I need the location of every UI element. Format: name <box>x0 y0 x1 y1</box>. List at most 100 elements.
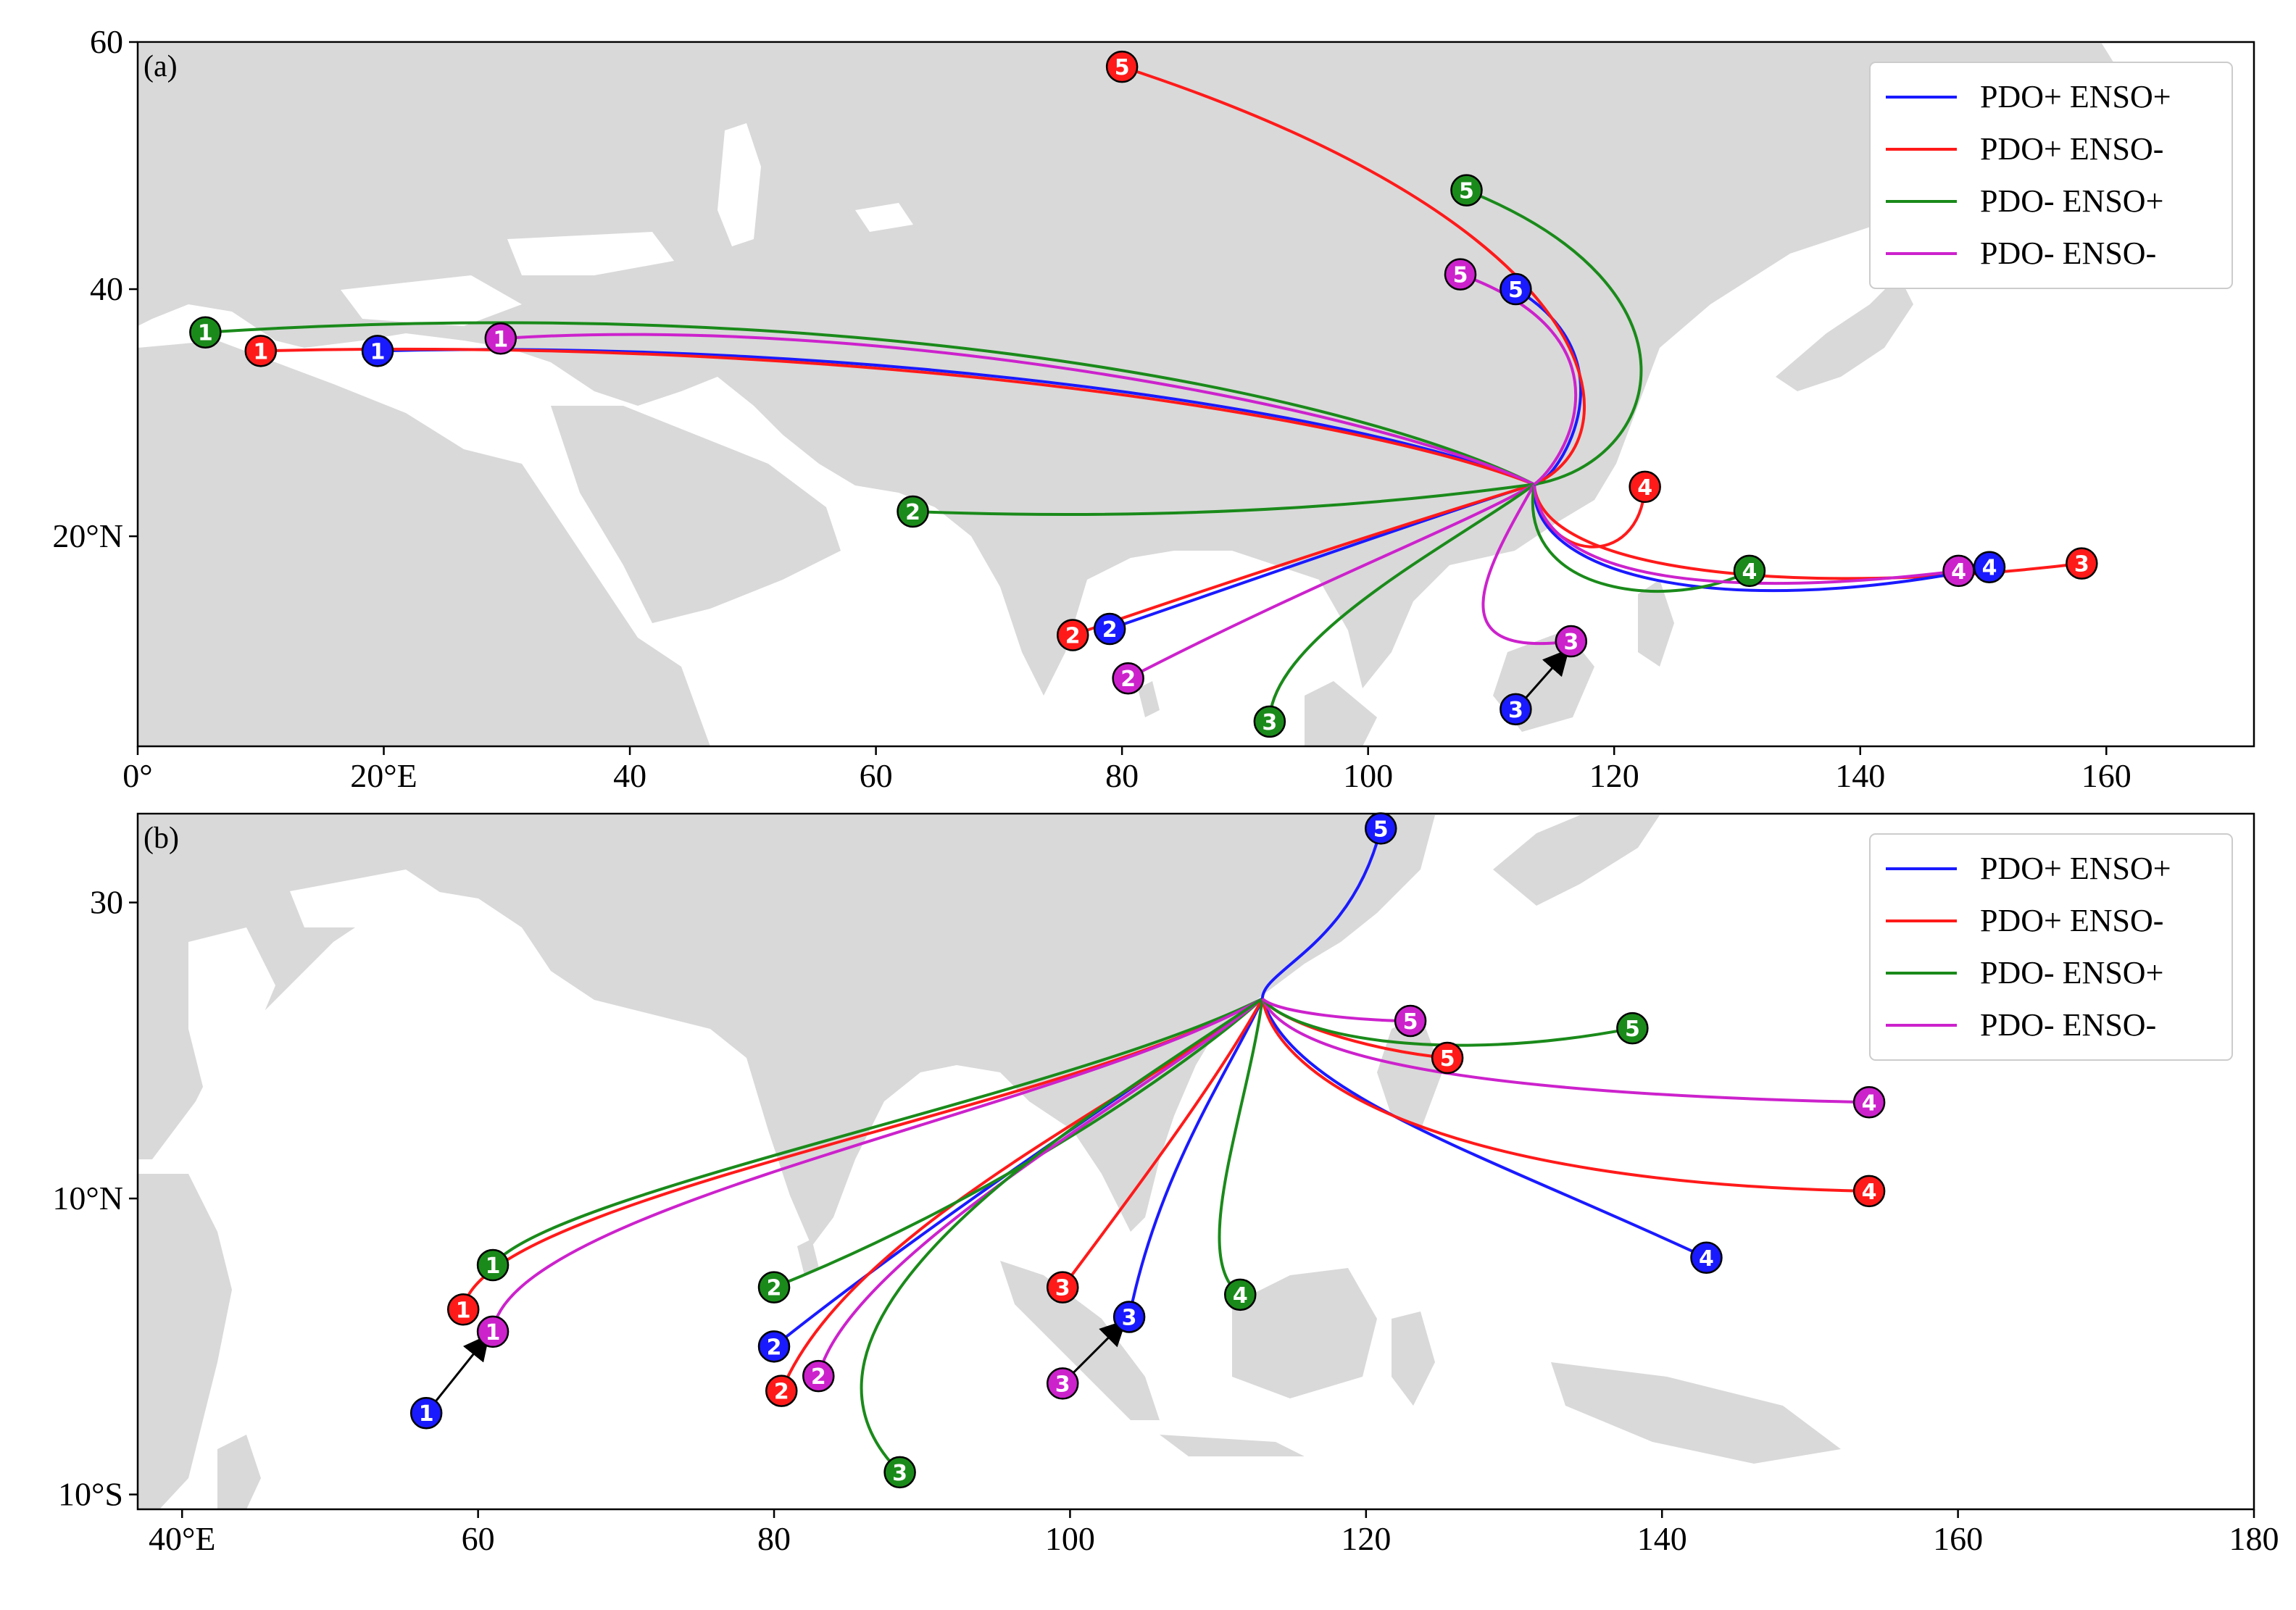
marker-circle <box>1500 693 1532 726</box>
x-tick-label: 160 <box>1933 1520 1983 1557</box>
marker-circle <box>361 335 394 367</box>
x-tick-label: 140 <box>1835 757 1885 794</box>
marker-number: 3 <box>1055 1372 1070 1397</box>
legend-entry: PDO- ENSO- <box>1886 235 2156 271</box>
panel-b-label: (b) <box>144 822 179 855</box>
marker-number: 4 <box>1982 556 1997 581</box>
marker-circle <box>757 1271 791 1304</box>
marker-number: 3 <box>1508 698 1523 723</box>
track-endpoint-marker: 5 <box>1500 272 1532 306</box>
marker-circle <box>1105 50 1139 83</box>
marker-circle <box>476 1248 509 1282</box>
x-tick-label: 120 <box>1589 757 1639 794</box>
track-endpoint-marker: 5 <box>1394 1004 1427 1038</box>
track-endpoint-marker: 1 <box>361 335 394 367</box>
panel-b-axes: 40°E 60 80 100 120 140 160 180 10°S 10°N 30 <box>52 884 2279 1557</box>
marker-number: 1 <box>419 1401 434 1427</box>
track-line <box>1268 483 1536 722</box>
track-endpoint-marker: 3 <box>1112 1301 1146 1333</box>
track-endpoint-marker: 3 <box>2066 547 2098 580</box>
marker-number: 2 <box>1120 667 1136 692</box>
marker-circle <box>765 1375 798 1407</box>
track-line <box>1531 484 1750 593</box>
y-tick-label: 10°N <box>52 1180 123 1217</box>
x-tick-label: 180 <box>2229 1520 2279 1557</box>
panel-b-land <box>138 815 1841 1509</box>
y-tick-label: 20°N <box>52 517 123 554</box>
x-tick-label: 60 <box>462 1520 495 1557</box>
marker-number: 5 <box>1373 817 1389 842</box>
track-endpoint-marker: 3 <box>1555 625 1588 658</box>
track-endpoint-marker: 1 <box>476 1248 509 1282</box>
marker-circle <box>1112 662 1144 695</box>
panel-a-legend: PDO+ ENSO+ PDO+ ENSO- PDO- ENSO+ PDO- ENSO- <box>1869 62 2233 289</box>
track-line <box>1260 998 1708 1259</box>
panel-b-legend: PDO+ ENSO+ PDO+ ENSO- PDO- ENSO+ PDO- ENSO- <box>1869 833 2233 1061</box>
marker-number: 1 <box>486 1254 501 1279</box>
legend-label: PDO- ENSO+ <box>1980 183 2163 219</box>
track-line <box>1465 188 1643 486</box>
track-endpoint-marker: 2 <box>1093 612 1126 646</box>
marker-circle <box>1093 612 1126 646</box>
track-endpoint-marker: 4 <box>1224 1278 1257 1311</box>
x-tick-label: 80 <box>1105 757 1139 794</box>
track-endpoint-marker: 3 <box>1046 1271 1079 1304</box>
marker-number: 1 <box>456 1298 471 1323</box>
marker-circle <box>244 335 278 367</box>
marker-circle <box>1224 1278 1257 1311</box>
marker-number: 4 <box>1742 559 1758 585</box>
x-tick-label: 80 <box>757 1520 791 1557</box>
track-endpoint-marker: 4 <box>1629 470 1661 504</box>
track-line <box>1260 998 1870 1193</box>
track-endpoint-marker: 5 <box>1105 50 1139 83</box>
track-line <box>491 997 1263 1267</box>
track-line <box>377 348 1535 486</box>
x-tick-label: 160 <box>2081 757 2131 794</box>
legend-label: PDO+ ENSO- <box>1980 131 2163 167</box>
track-endpoint-marker: 1 <box>189 316 222 349</box>
track-endpoint-marker: 4 <box>1690 1241 1723 1275</box>
track-line <box>912 483 1535 516</box>
marker-circle <box>484 322 517 355</box>
track-endpoint-marker: 4 <box>1942 554 1975 588</box>
marker-number: 1 <box>198 321 213 346</box>
x-tick-label: 20°E <box>350 757 417 794</box>
marker-number: 4 <box>1233 1283 1248 1309</box>
track-line <box>1532 484 1990 593</box>
marker-circle <box>2066 547 2098 580</box>
legend-entry: PDO+ ENSO+ <box>1886 851 2171 886</box>
legend-entry: PDO- ENSO+ <box>1886 183 2163 219</box>
legend-entry: PDO+ ENSO- <box>1886 131 2163 167</box>
track-line <box>1261 998 1633 1047</box>
marker-circle <box>883 1456 916 1489</box>
marker-circle <box>1056 619 1089 651</box>
track-endpoint-marker: 5 <box>1450 174 1483 207</box>
marker-number: 5 <box>1508 278 1523 303</box>
track-endpoint-marker: 5 <box>1616 1012 1649 1045</box>
track-endpoint-marker: 2 <box>765 1375 798 1407</box>
panel-b-frame <box>136 812 2255 1511</box>
marker-number: 1 <box>486 1320 501 1346</box>
marker-number: 2 <box>774 1380 789 1405</box>
marker-number: 4 <box>1862 1090 1877 1116</box>
marker-circle <box>1431 1041 1464 1075</box>
track-endpoint-marker: 1 <box>409 1396 443 1430</box>
marker-circle <box>1253 705 1286 738</box>
marker-number: 1 <box>370 339 386 364</box>
marker-number: 1 <box>253 339 268 364</box>
panel-a: (a) 0° 20°E 40 60 80 100 120 140 160 20°N 40 60 1 1 1… <box>52 23 2255 794</box>
y-tick-label: 60 <box>90 23 123 60</box>
y-tick-label: 30 <box>90 884 123 921</box>
marker-number: 5 <box>1403 1009 1418 1035</box>
track-endpoint-marker: 3 <box>1500 693 1532 726</box>
track-endpoint-marker: 5 <box>1444 258 1477 291</box>
marker-number: 5 <box>1440 1046 1455 1072</box>
track-endpoint-marker: 1 <box>476 1315 509 1348</box>
marker-circle <box>757 1330 791 1363</box>
marker-circle <box>1364 812 1397 845</box>
track-endpoint-marker: 5 <box>1364 812 1397 845</box>
marker-number: 4 <box>1862 1180 1877 1205</box>
marker-number: 2 <box>1065 624 1081 649</box>
marker-number: 4 <box>1637 475 1652 501</box>
track-line <box>491 997 1263 1332</box>
